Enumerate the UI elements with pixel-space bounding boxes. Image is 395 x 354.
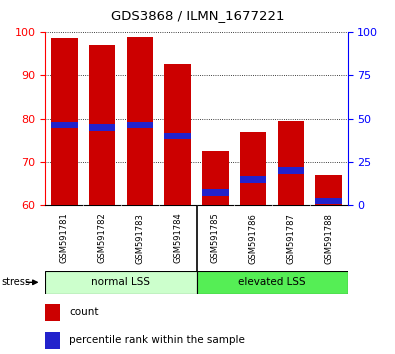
Bar [316,198,342,204]
Bar [89,45,115,205]
Bar [45,304,60,321]
Text: GSM591783: GSM591783 [135,213,144,263]
Text: GDS3868 / ILMN_1677221: GDS3868 / ILMN_1677221 [111,9,284,22]
Bar [89,124,115,131]
Bar [127,122,153,129]
Bar [240,132,266,205]
Bar [45,332,60,349]
Bar [51,122,77,129]
Bar [278,167,304,174]
Bar [45,271,197,294]
Bar [197,271,348,294]
Bar [51,38,77,205]
Bar [164,133,191,139]
Text: GSM591786: GSM591786 [249,213,258,263]
Bar [278,121,304,205]
Text: GSM591781: GSM591781 [60,213,69,263]
Bar [127,37,153,205]
Text: GSM591782: GSM591782 [98,213,107,263]
Text: count: count [69,307,98,318]
Text: stress: stress [1,277,30,287]
Bar [316,175,342,205]
Text: GSM591784: GSM591784 [173,213,182,263]
Bar [202,151,229,205]
Bar [240,176,266,183]
Text: GSM591788: GSM591788 [324,213,333,263]
Text: elevated LSS: elevated LSS [238,277,306,287]
Text: normal LSS: normal LSS [92,277,150,287]
Text: GSM591785: GSM591785 [211,213,220,263]
Text: percentile rank within the sample: percentile rank within the sample [69,335,245,345]
Bar [164,64,191,205]
Bar [202,189,229,195]
Text: GSM591787: GSM591787 [286,213,295,263]
